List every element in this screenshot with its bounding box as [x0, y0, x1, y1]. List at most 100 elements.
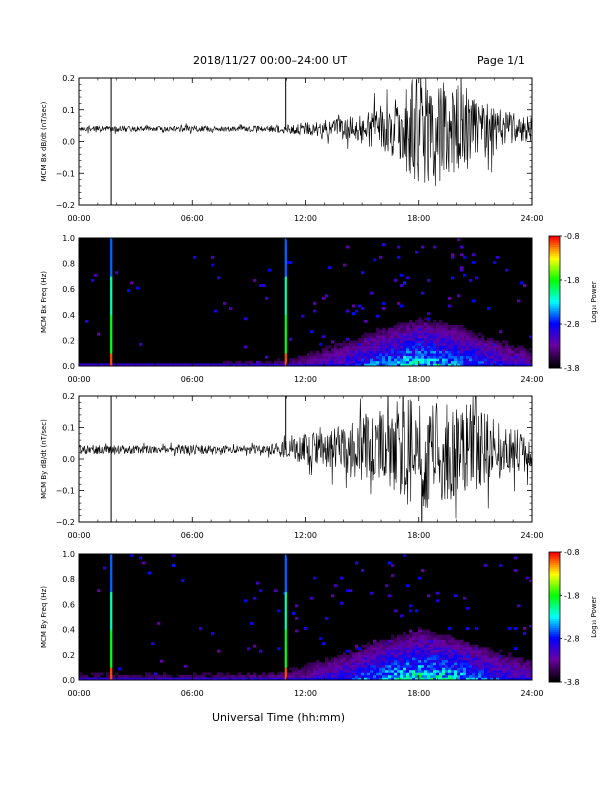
spectrogram-cell — [409, 662, 413, 666]
spectrogram-cell — [340, 348, 344, 351]
spectrogram-cell — [406, 649, 410, 653]
spectrogram-cell — [436, 337, 440, 341]
spectrogram-cell — [346, 669, 350, 673]
spectrogram-cell — [439, 659, 443, 663]
spectrogram-cell — [442, 353, 446, 357]
spectrogram-cell — [385, 353, 389, 357]
y-tick-label: 0.4 — [62, 311, 75, 320]
spectrogram-cell — [475, 677, 479, 681]
spike-column — [284, 659, 287, 663]
spectrogram-cell — [457, 639, 461, 643]
spectrogram-cell — [397, 342, 401, 346]
spectrogram-cell — [403, 639, 407, 643]
spectrogram-cell — [301, 314, 305, 318]
x-tick-label: 06:00 — [181, 531, 204, 540]
colorbar-segment — [549, 291, 560, 294]
spectrogram-cell — [460, 647, 464, 651]
spike-column — [284, 604, 287, 608]
spectrogram-cell — [352, 363, 356, 367]
spectrogram-cell — [454, 644, 458, 648]
spectrogram-cell — [376, 353, 380, 357]
spectrogram-cell — [427, 358, 431, 362]
x-tick-label: 06:00 — [181, 375, 204, 384]
spectrogram-cell — [460, 639, 464, 643]
spectrogram-cell — [397, 637, 401, 640]
spectrogram-cell — [472, 652, 476, 656]
spectrogram-cell — [481, 350, 485, 354]
spectrogram-cell — [451, 662, 455, 666]
spectrogram-cell — [376, 342, 380, 346]
spike-column — [110, 245, 113, 249]
spectrogram-cell — [178, 674, 182, 678]
spectrogram-cell — [484, 667, 488, 671]
spectrogram-cell — [358, 345, 362, 349]
spectrogram-cell — [475, 342, 479, 346]
spectrogram-cell — [430, 667, 434, 671]
spike-column — [110, 611, 113, 615]
spectrogram-cell — [409, 664, 413, 668]
spectrogram-cell — [460, 342, 464, 346]
spectrogram-cell — [259, 649, 263, 653]
spectrogram-cell — [481, 348, 485, 351]
colorbar-segment — [549, 619, 560, 622]
spectrogram-cell — [424, 634, 428, 638]
spectrogram-cell — [322, 348, 326, 351]
spectrogram-cell — [145, 363, 149, 367]
spike-column — [110, 629, 113, 633]
spectrogram-cell — [490, 358, 494, 362]
spike-column — [284, 263, 287, 267]
spectrogram-cell — [424, 654, 428, 658]
spectrogram-cell — [352, 350, 356, 354]
spectrogram-cell — [487, 659, 491, 663]
spike-column — [284, 307, 287, 310]
spectrogram-cell — [427, 639, 431, 643]
spectrogram-cell — [331, 669, 335, 673]
spectrogram-cell — [334, 353, 338, 357]
plot-frame — [78, 237, 533, 367]
spectrogram-cell — [85, 677, 89, 681]
spectrogram-cell — [478, 342, 482, 346]
spectrogram-cell — [421, 363, 425, 367]
spectrogram-cell — [508, 353, 512, 357]
spectrogram-cell — [379, 639, 383, 643]
colorbar-segment — [549, 623, 560, 627]
spectrogram-cell — [268, 674, 272, 678]
spectrogram-cell — [445, 672, 449, 676]
spectrogram-cell — [358, 674, 362, 678]
spectrogram-cell — [289, 360, 293, 364]
spectrogram-cell — [394, 649, 398, 653]
spectrogram-cell — [475, 348, 479, 351]
spectrogram-cell — [427, 348, 431, 351]
spectrogram-cell — [391, 664, 395, 668]
spectrogram-cell — [391, 657, 395, 661]
spectrogram-cell — [427, 335, 431, 339]
spectrogram-cell — [448, 627, 452, 630]
spectrogram-cell — [310, 358, 314, 362]
spike-column — [284, 271, 287, 275]
spectrogram-cell — [379, 360, 383, 364]
spectrogram-cell — [352, 348, 356, 351]
spectrogram-cell — [418, 669, 422, 673]
spectrogram-cell — [352, 652, 356, 656]
spectrogram-cell — [334, 363, 338, 367]
spectrogram-cell — [454, 654, 458, 658]
spectrogram-cell — [448, 654, 452, 658]
spectrogram-cell — [88, 363, 92, 367]
spectrogram-cell — [469, 652, 473, 656]
spectrogram-cell — [385, 584, 389, 588]
spike-column — [284, 601, 287, 605]
spectrogram-cell — [406, 360, 410, 364]
spectrogram-cell — [172, 564, 176, 567]
spectrogram-cell — [214, 677, 218, 681]
spectrogram-cell — [454, 669, 458, 673]
spectrogram-cell — [496, 672, 500, 676]
spectrogram-cell — [310, 355, 314, 359]
spectrogram-cell — [361, 337, 365, 341]
spectrogram-cell — [424, 672, 428, 676]
spectrogram-cell — [382, 642, 386, 646]
spectrogram-cell — [517, 350, 521, 354]
spectrogram-cell — [457, 337, 461, 341]
spectrogram-cell — [328, 266, 332, 270]
spectrogram-cell — [97, 332, 101, 336]
